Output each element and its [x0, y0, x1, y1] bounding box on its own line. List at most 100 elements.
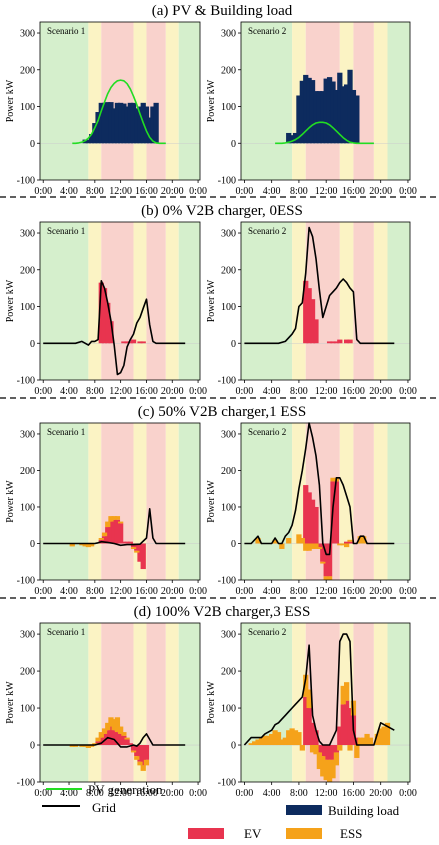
time-band [353, 222, 374, 380]
x-tick-label: 16:00 [342, 586, 365, 597]
ev-bar [137, 543, 143, 562]
y-tick-label: 100 [221, 502, 236, 513]
ev-bar [347, 708, 353, 746]
ess-bar [255, 538, 261, 544]
y-tick-label: -100 [17, 576, 35, 587]
time-band [373, 623, 388, 782]
time-band [40, 623, 89, 782]
legend-building-label: Building load [328, 803, 400, 818]
grid-line [243, 633, 395, 746]
building-load-bar [289, 135, 295, 144]
ess-bar [292, 730, 299, 746]
x-tick-label: 0:00 [34, 586, 52, 597]
time-band [373, 423, 388, 580]
x-tick-label: 0:00 [399, 186, 417, 197]
building-load-bar [344, 84, 350, 144]
grid-line [244, 422, 395, 556]
ess-bar [279, 739, 285, 746]
x-tick-label: 16:00 [342, 788, 365, 799]
y-tick-label: 200 [20, 466, 35, 477]
y-tick-label: 100 [20, 102, 35, 113]
y-tick-label: 100 [20, 704, 35, 715]
ev-bar [101, 536, 108, 544]
ess-bar [82, 543, 88, 547]
ev-bar [313, 730, 319, 746]
ev-bar [347, 339, 353, 344]
time-band [178, 423, 200, 580]
building-load-bar [354, 95, 360, 144]
ess-bar [303, 543, 309, 551]
time-band [165, 423, 179, 580]
building-load-bar [303, 74, 309, 144]
y-tick-label: -100 [17, 176, 35, 187]
panel-c-title: (c) 50% V2B charger,1 ESS [138, 404, 306, 420]
ess-bar [313, 543, 319, 549]
y-tick-label: 200 [20, 265, 35, 276]
time-band [373, 222, 388, 380]
ev-bar [130, 745, 137, 751]
ess-bar [330, 477, 336, 482]
ev-bar [303, 280, 309, 344]
x-tick-label: 0:00 [236, 586, 254, 597]
ess-bar [98, 538, 104, 540]
x-tick-label: 20:00 [161, 586, 184, 597]
building-load-bar [124, 106, 130, 144]
plot-frame [240, 221, 411, 381]
time-band [165, 222, 179, 380]
ev-bar [306, 288, 312, 344]
ev-bar [326, 745, 333, 760]
y-axis-label: Power kW [206, 279, 217, 322]
ess-bar [143, 759, 150, 766]
time-band [373, 22, 388, 180]
ess-bar [272, 539, 278, 544]
x-tick-label: 20:00 [369, 386, 392, 397]
ev-bar [130, 339, 137, 344]
ev-bar [127, 743, 133, 746]
ess-bar [326, 576, 333, 580]
x-tick-label: 8:00 [86, 586, 104, 597]
building-load-bar [143, 106, 150, 144]
building-load-bar [292, 132, 299, 144]
building-load-bar [98, 102, 104, 144]
y-tick-label: -100 [17, 376, 35, 387]
y-tick-label: 200 [20, 667, 35, 678]
building-load-bar [114, 102, 121, 144]
y-tick-label: 300 [221, 630, 236, 641]
building-load-bar [299, 80, 305, 144]
grid-line [43, 279, 186, 376]
ess-bar [101, 532, 108, 537]
time-band [387, 623, 410, 782]
x-tick-label: 0:00 [34, 788, 52, 799]
y-tick-label: 300 [20, 429, 35, 440]
ess-bar [330, 759, 336, 779]
ev-bar [313, 319, 319, 344]
time-band [146, 22, 166, 180]
time-band [40, 222, 89, 380]
scenario-label: Scenario 2 [248, 427, 286, 437]
x-tick-label: 16:00 [342, 386, 365, 397]
legend-ev-label: EV [244, 826, 262, 841]
ev-bar [95, 741, 101, 746]
ev-bar [344, 339, 350, 344]
time-band [241, 22, 293, 180]
y-tick-label: 300 [20, 229, 35, 240]
y-axis-label: Power kW [5, 681, 16, 724]
scenario-label: Scenario 2 [248, 26, 286, 36]
legend-ess-label: ESS [340, 826, 362, 841]
time-band [353, 623, 374, 782]
time-band [241, 222, 293, 380]
time-band [339, 423, 354, 580]
x-tick-label: 12:00 [315, 788, 338, 799]
building-load-bar [127, 102, 133, 144]
time-band [146, 423, 166, 580]
ess-bar [248, 743, 254, 746]
x-tick-label: 16:00 [342, 186, 365, 197]
ess-bar [306, 689, 312, 709]
ess-bar [92, 743, 98, 746]
ev-bar [143, 745, 150, 760]
ev-bar [316, 745, 322, 753]
ev-bar [105, 302, 111, 344]
